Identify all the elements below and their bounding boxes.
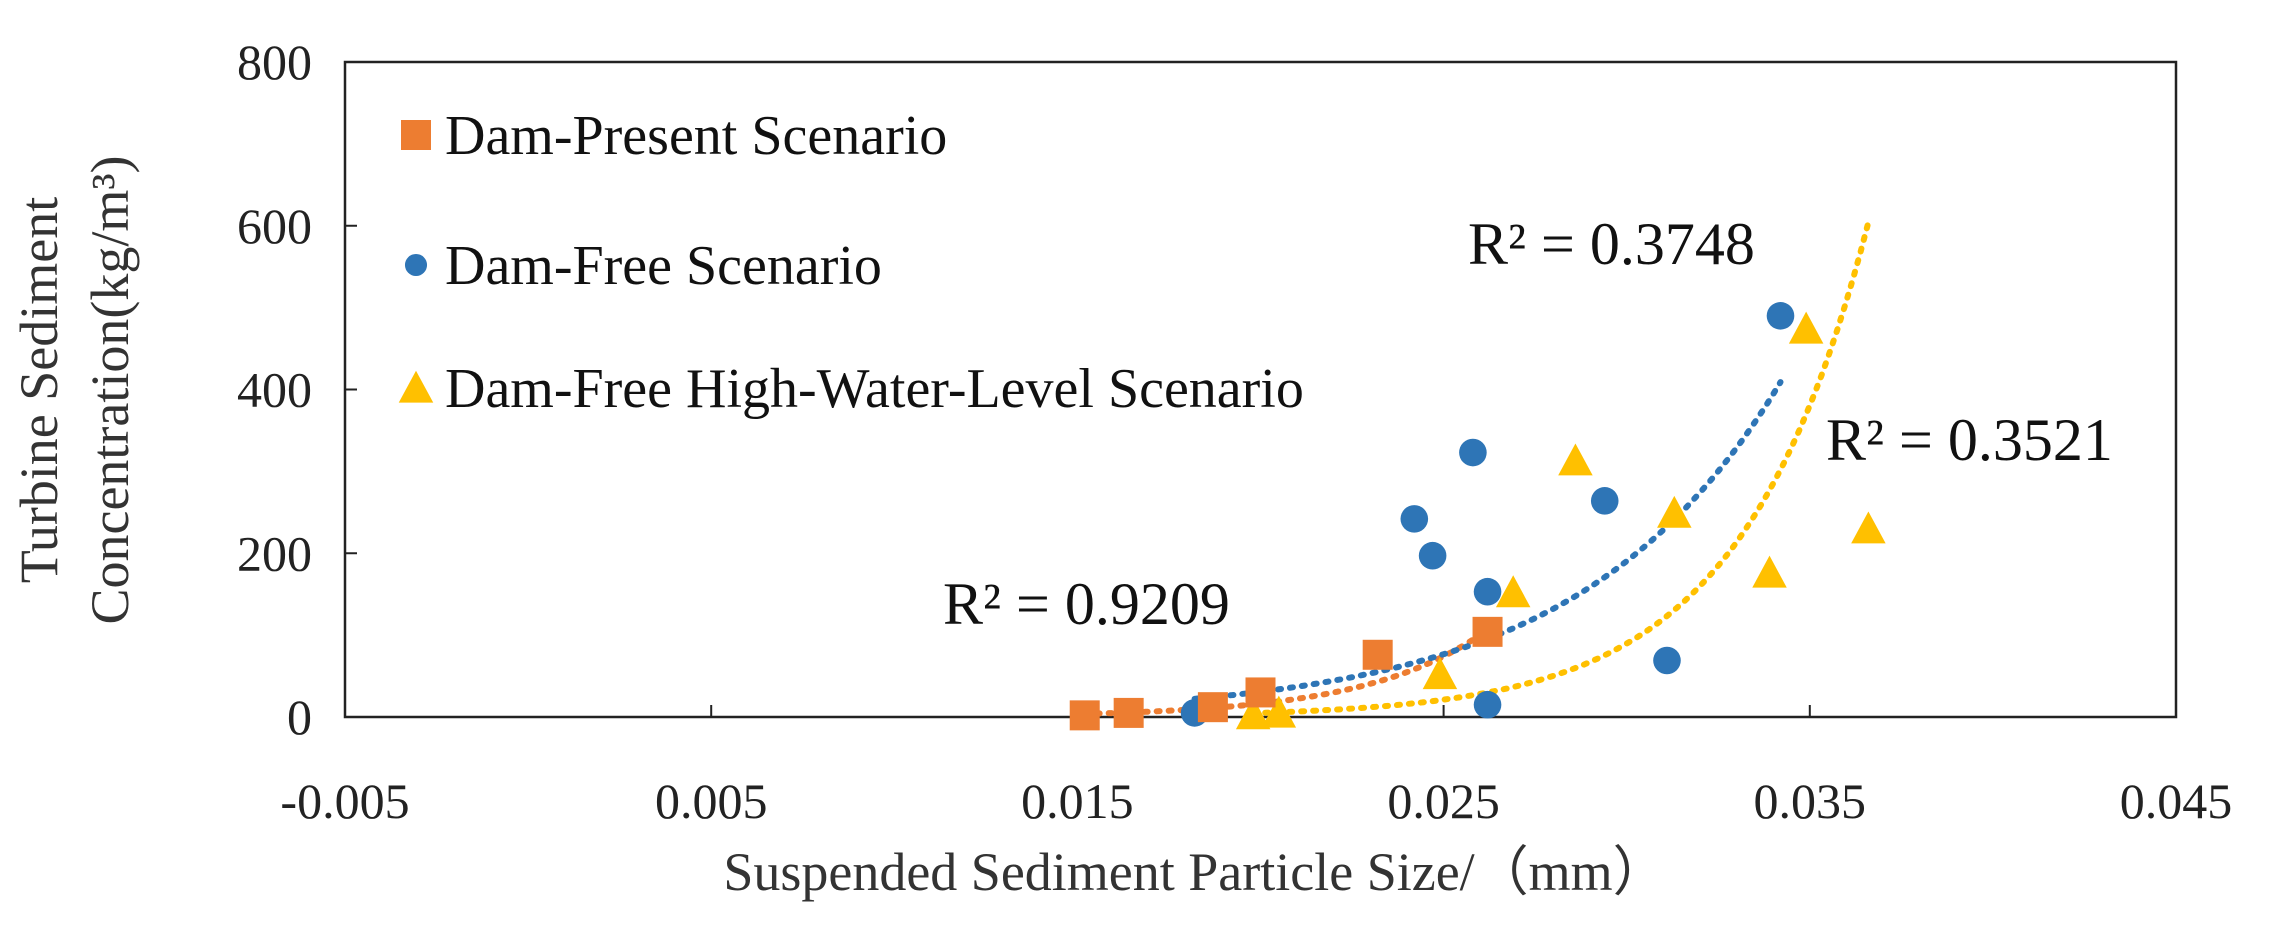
x-tick-label: 0.035: [1754, 773, 1867, 829]
legend-label-series-3: Dam-Free High-Water-Level Scenario: [445, 358, 1304, 420]
x-tick-label: 0.045: [2120, 773, 2233, 829]
x-tick-label: 0.025: [1387, 773, 1500, 829]
r2-label-series-3: R² = 0.3521: [1826, 407, 2113, 473]
legend-marker-series-3: [398, 370, 434, 403]
data-point-series-2: [1473, 690, 1502, 719]
data-point-series-1: [1472, 616, 1503, 647]
data-point-series-2: [1766, 302, 1795, 330]
data-point-series-2: [1473, 577, 1502, 606]
x-axis-title: Suspended Sediment Particle Size/（mm）: [723, 842, 1666, 902]
legend-label-series-1: Dam-Present Scenario: [445, 105, 947, 167]
x-tick-label: 0.015: [1021, 773, 1134, 829]
y-tick-label: 400: [237, 362, 312, 418]
data-point-series-3: [1657, 495, 1692, 528]
data-point-series-2: [1418, 541, 1447, 570]
trendline-series-3: [1250, 219, 1872, 717]
data-point-series-1: [1197, 692, 1228, 723]
data-point-series-3: [1235, 697, 1271, 730]
y-tick-label: 800: [237, 34, 312, 90]
trendline-series-2: [1191, 379, 1784, 702]
legend-marker-series-1: [401, 120, 431, 150]
data-point-series-2: [1459, 438, 1487, 467]
data-point-series-1: [1245, 677, 1276, 708]
y-tick-label: 0: [287, 689, 312, 745]
r2-label-series-2: R² = 0.3748: [1468, 211, 1755, 277]
data-point-series-2: [1653, 646, 1681, 675]
data-point-series-3: [1851, 511, 1886, 544]
y-axis-title-line2: Concentration(kg/m³): [80, 155, 140, 624]
y-axis-title-line1: Turbine Sediment: [9, 197, 69, 584]
data-point-series-1: [1362, 639, 1393, 670]
legend-marker-series-2: [404, 253, 428, 277]
data-point-series-1: [1113, 697, 1144, 728]
data-point-series-3: [1261, 695, 1297, 728]
data-point-series-3: [1788, 311, 1824, 344]
data-point-series-1: [1069, 700, 1100, 731]
y-tick-label: 600: [237, 198, 312, 254]
y-tick-label: 200: [237, 525, 312, 581]
data-point-series-2: [1400, 505, 1429, 533]
legend-label-series-2: Dam-Free Scenario: [445, 235, 882, 297]
data-point-series-2: [1590, 487, 1619, 515]
x-tick-label: 0.005: [655, 773, 768, 829]
r2-label-series-1: R² = 0.9209: [943, 571, 1230, 637]
data-point-series-3: [1558, 443, 1593, 476]
x-tick-label: -0.005: [280, 773, 409, 829]
data-point-series-3: [1752, 555, 1787, 588]
trendline-series-1: [1081, 626, 1491, 717]
data-point-series-3: [1495, 575, 1531, 608]
data-point-series-3: [1422, 657, 1458, 690]
